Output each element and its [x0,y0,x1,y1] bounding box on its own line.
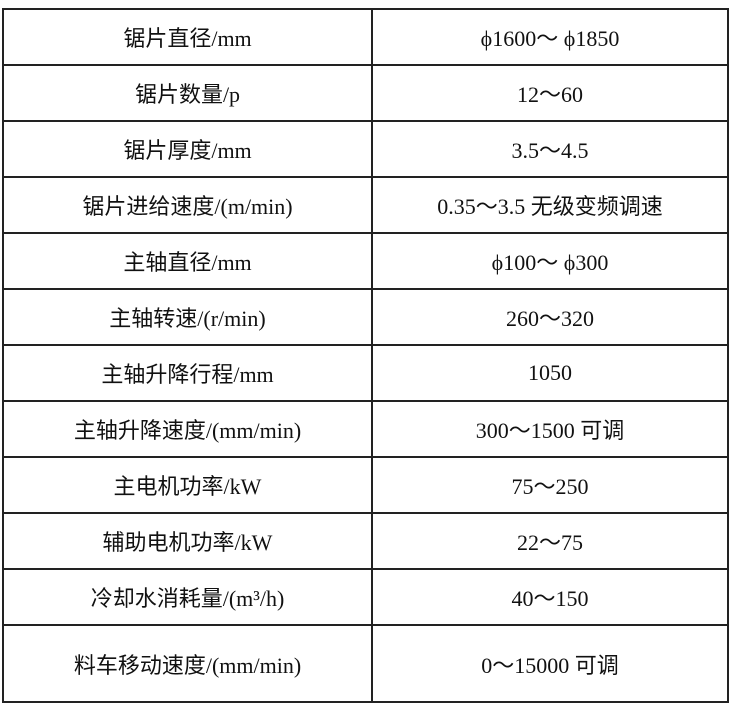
table-row: 主电机功率/kW 75～250 [2,456,729,514]
table-row: 主轴转速/(r/min) 260～320 [2,288,729,346]
value-cell: 75～250 [371,456,729,514]
table-row: 锯片直径/mm ϕ1600～ ϕ1850 [2,8,729,66]
parameter-cell: 主轴直径/mm [2,232,373,290]
value-cell: 0～15000 可调 [371,624,729,703]
parameter-cell: 辅助电机功率/kW [2,512,373,570]
value-cell: ϕ100～ ϕ300 [371,232,729,290]
parameter-cell: 主轴升降行程/mm [2,344,373,402]
parameter-cell: 料车移动速度/(mm/min) [2,624,373,703]
table-row: 主轴直径/mm ϕ100～ ϕ300 [2,232,729,290]
value-cell: ϕ1600～ ϕ1850 [371,8,729,66]
value-cell: 22～75 [371,512,729,570]
table-row: 锯片数量/p 12～60 [2,64,729,122]
value-cell: 40～150 [371,568,729,626]
specification-table: 锯片直径/mm ϕ1600～ ϕ1850 锯片数量/p 12～60 锯片厚度/mm 3.5… [2,8,729,703]
parameter-cell: 冷却水消耗量/(m³/h) [2,568,373,626]
table-row: 主轴升降速度/(mm/min) 300～1500 可调 [2,400,729,458]
value-cell: 12～60 [371,64,729,122]
table-row: 锯片进给速度/(m/min) 0.35～3.5 无级变频调速 [2,176,729,234]
value-cell: 0.35～3.5 无级变频调速 [371,176,729,234]
table-row: 锯片厚度/mm 3.5～4.5 [2,120,729,178]
table-row: 冷却水消耗量/(m³/h) 40～150 [2,568,729,626]
table-row: 辅助电机功率/kW 22～75 [2,512,729,570]
value-cell: 1050 [371,344,729,402]
parameter-cell: 锯片直径/mm [2,8,373,66]
parameter-cell: 锯片进给速度/(m/min) [2,176,373,234]
table-row: 主轴升降行程/mm 1050 [2,344,729,402]
parameter-cell: 主轴升降速度/(mm/min) [2,400,373,458]
value-cell: 260～320 [371,288,729,346]
table-row: 料车移动速度/(mm/min) 0～15000 可调 [2,624,729,703]
parameter-cell: 锯片数量/p [2,64,373,122]
parameter-cell: 锯片厚度/mm [2,120,373,178]
value-cell: 300～1500 可调 [371,400,729,458]
value-cell: 3.5～4.5 [371,120,729,178]
parameter-cell: 主轴转速/(r/min) [2,288,373,346]
parameter-cell: 主电机功率/kW [2,456,373,514]
